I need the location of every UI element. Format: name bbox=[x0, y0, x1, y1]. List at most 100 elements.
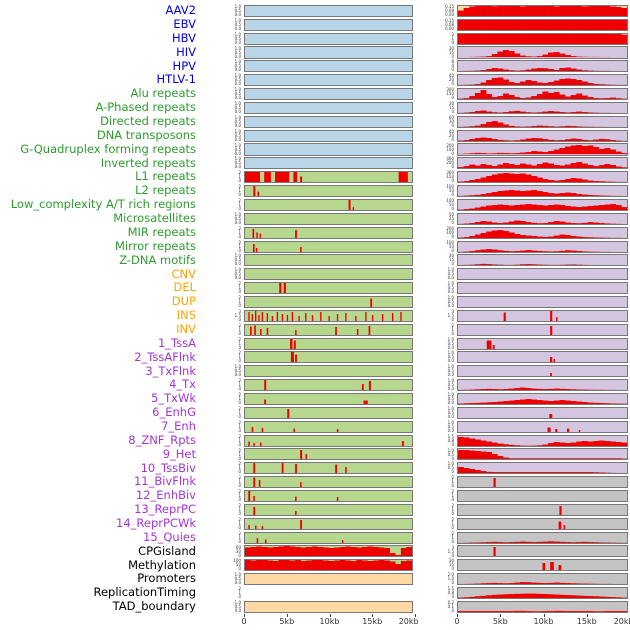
right-y-axis: 1.0 0.5 0.0 bbox=[415, 392, 457, 406]
y-tick-label: 0.5 bbox=[234, 368, 241, 374]
y-tick-label: 0.0 bbox=[447, 427, 454, 433]
track-label: 3_TxFlnk bbox=[145, 363, 196, 378]
y-tick-label: 3 bbox=[238, 308, 241, 314]
right-track-panel bbox=[457, 157, 628, 170]
y-tick-label: 0.5 bbox=[234, 91, 241, 97]
track-label: INV bbox=[176, 321, 196, 336]
x-axis-spacer bbox=[204, 614, 244, 630]
track-label: 9_Het bbox=[162, 446, 196, 461]
left-y-axis: 1.0 0.5 0.0 bbox=[204, 18, 244, 32]
x-tick-label: 15kb bbox=[576, 617, 597, 626]
y-tick-label: 1.0 bbox=[234, 4, 241, 9]
track-label: Z-DNA motifs bbox=[119, 252, 196, 267]
y-tick-label: 0 bbox=[451, 524, 454, 530]
y-tick-label: 0.0 bbox=[234, 219, 241, 225]
y-tick-label: 0.0 bbox=[234, 164, 241, 170]
right-y-axis: 200 100 0 bbox=[415, 226, 457, 240]
y-tick-label: 200 bbox=[446, 142, 454, 148]
y-tick-label: 0 bbox=[238, 247, 241, 253]
y-tick-label: 1.0 bbox=[234, 253, 241, 259]
x-tick-label: 15kb bbox=[362, 617, 383, 626]
y-tick-label: 0 bbox=[238, 524, 241, 530]
track-row-alu-repeats: Alu repeats 1.0 0.5 0.0 300 150 0 bbox=[0, 87, 630, 101]
right-y-axis: 30 15 0 bbox=[415, 253, 457, 267]
right-track-panel bbox=[457, 309, 628, 322]
y-tick-label: 30 bbox=[448, 45, 454, 51]
y-tick-label: 0.0 bbox=[234, 580, 241, 586]
y-tick-label: 0.5 bbox=[234, 576, 241, 582]
y-tick-label: 1 bbox=[238, 396, 241, 402]
y-tick-label: 0.0 bbox=[234, 122, 241, 128]
right-y-axis: 100 50 0 bbox=[415, 198, 457, 212]
right-track-panel bbox=[457, 406, 628, 419]
left-track-panel bbox=[244, 517, 413, 530]
track-row-hiv: HIV 1.0 0.5 0.0 30 15 0 bbox=[0, 46, 630, 60]
y-tick-label: 0.0 bbox=[447, 303, 454, 309]
y-tick-label: 0.5 bbox=[234, 105, 241, 111]
y-tick-label: 1.0 bbox=[234, 45, 241, 51]
track-label: Methylation bbox=[128, 557, 196, 572]
y-tick-label: 15 bbox=[448, 562, 454, 568]
y-tick-label: 40 bbox=[448, 73, 454, 79]
y-tick-label: 0.15 bbox=[445, 17, 454, 23]
y-tick-label: 0.08 bbox=[445, 21, 454, 27]
track-label: 8_ZNF_Rpts bbox=[128, 432, 196, 447]
left-track-panel bbox=[244, 74, 413, 87]
y-tick-label: 0.5 bbox=[234, 271, 241, 277]
right-track-panel bbox=[457, 198, 628, 211]
y-tick-label: 0 bbox=[238, 497, 241, 503]
y-tick-label: 2 bbox=[238, 170, 241, 176]
track-label: Alu repeats bbox=[130, 86, 196, 101]
y-tick-label: 100 bbox=[446, 184, 454, 190]
y-tick-label: 2 bbox=[238, 419, 241, 425]
y-tick-label: 1 bbox=[238, 188, 241, 194]
right-y-axis: 3 1.5 0 bbox=[415, 545, 457, 559]
right-y-axis: 0.2 0.1 0 bbox=[415, 600, 457, 614]
track-label: 12_EnhBiv bbox=[135, 488, 196, 503]
y-tick-label: 0 bbox=[238, 400, 241, 406]
left-track-panel bbox=[244, 32, 413, 45]
y-tick-label: 1.0 bbox=[234, 267, 241, 273]
track-label: DUP bbox=[171, 294, 196, 309]
y-tick-label: 1 bbox=[238, 229, 241, 235]
y-tick-label: 15 bbox=[448, 105, 454, 111]
track-label: Promoters bbox=[137, 571, 196, 586]
y-tick-label: 8 bbox=[451, 59, 454, 65]
y-tick-label: 1 bbox=[238, 506, 241, 512]
y-tick-label: 1.0 bbox=[234, 31, 241, 37]
y-tick-label: 0 bbox=[451, 552, 454, 558]
x-tick-label: 10kb bbox=[319, 617, 340, 626]
right-track-panel bbox=[457, 4, 628, 17]
right-y-axis: 100 50 0 bbox=[415, 240, 457, 254]
y-tick-label: 150 bbox=[446, 91, 454, 97]
y-tick-label: 0 bbox=[238, 538, 241, 544]
y-tick-label: 0.5 bbox=[447, 299, 454, 305]
x-tick-mark bbox=[329, 614, 331, 617]
y-tick-label: 0 bbox=[238, 469, 241, 475]
y-tick-label: 4 bbox=[451, 63, 454, 69]
left-y-axis: 1.0 0.5 0.0 bbox=[204, 267, 244, 281]
y-tick-label: 1.5 bbox=[447, 312, 454, 318]
y-tick-label: 2 bbox=[238, 516, 241, 522]
right-track-panel bbox=[457, 60, 628, 73]
y-tick-label: 0.5 bbox=[234, 49, 241, 55]
y-tick-label: 100 bbox=[446, 146, 454, 152]
y-tick-label: 0.5 bbox=[447, 271, 454, 277]
y-tick-label: 400 bbox=[446, 156, 454, 162]
track-label: HTLV-1 bbox=[156, 72, 196, 87]
left-y-axis: 1.0 0.5 0.0 bbox=[204, 572, 244, 586]
track-rows-container: AAV2 1.0 0.5 0.0 0.15 0.08 0.00 EBV 1.0 0.5 0.0 0.1… bbox=[0, 4, 630, 614]
left-track-panel bbox=[244, 212, 413, 225]
right-track-panel bbox=[457, 268, 628, 281]
y-tick-label: 0 bbox=[238, 192, 241, 198]
track-row-dup: DUP 2 1 0 1.0 0.5 0.0 bbox=[0, 295, 630, 309]
y-tick-label: 1 bbox=[238, 354, 241, 360]
y-tick-label: 0 bbox=[451, 53, 454, 59]
track-label: Microsatellites bbox=[113, 211, 196, 226]
